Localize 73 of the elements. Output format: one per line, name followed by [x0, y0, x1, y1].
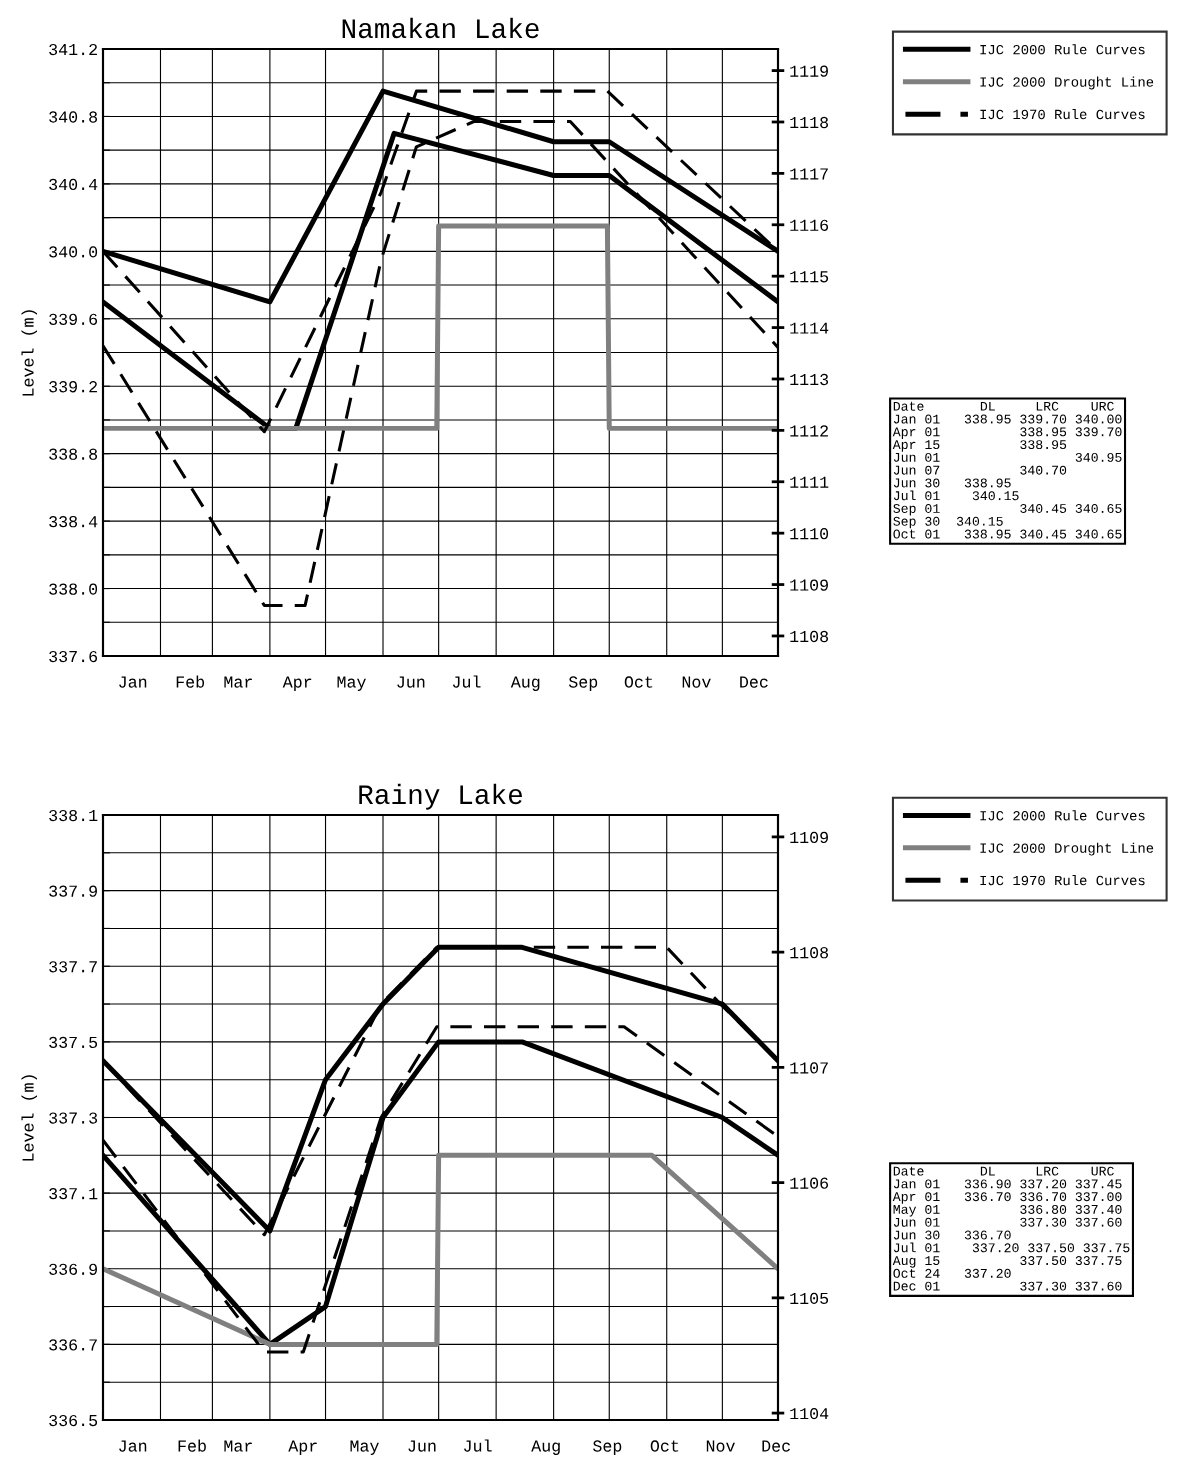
- y-tick-label: 339.6: [49, 313, 98, 325]
- x-tick-label: Nov: [706, 1440, 735, 1452]
- x-tick-label: Dec: [762, 1440, 790, 1452]
- y-tick-label: 337.6: [49, 650, 98, 663]
- y2-tick-label: 1109: [790, 579, 828, 591]
- y2-tick-label: 1116: [790, 219, 829, 231]
- x-tick-label: Aug: [531, 1440, 560, 1455]
- x-tick-label: Feb: [176, 675, 205, 688]
- y-tick-label: 336.5: [49, 1414, 98, 1427]
- y2-tick-label: 1108: [790, 630, 829, 643]
- x-tick-label: Jan: [119, 1440, 147, 1452]
- x-tick-label: Feb: [178, 1439, 206, 1452]
- x-tick-label: Oct: [624, 676, 653, 688]
- x-tick-label: Jan: [119, 676, 147, 688]
- y2-tick-label: 1111: [790, 476, 829, 488]
- x-tick-label: May: [350, 1440, 379, 1455]
- x-tick-label: Mar: [224, 676, 252, 688]
- x-tick-label: Apr: [288, 1440, 317, 1455]
- x-tick-label: Dec: [740, 676, 768, 688]
- y-tick-label: 338.0: [49, 583, 98, 595]
- x-tick-label: Jul: [464, 1439, 492, 1452]
- y-axis-title: Level (m): [21, 1075, 38, 1161]
- y2-tick-label: 1113: [790, 373, 829, 386]
- x-tick-label: Jun: [397, 676, 425, 688]
- y-tick-label: 337.1: [49, 1188, 98, 1200]
- y2-tick-label: 1118: [790, 116, 829, 129]
- y2-tick-label: 1119: [790, 65, 828, 77]
- legend-label: IJC 2000 Drought Line: [980, 76, 1154, 90]
- y-tick-label: 341.2: [49, 43, 97, 56]
- legend-label: IJC 2000 Rule Curves: [980, 810, 1145, 821]
- legend-label: IJC 2000 Rule Curves: [980, 44, 1145, 55]
- y2-tick-label: 1109: [790, 831, 828, 844]
- x-tick-label: Oct: [650, 1440, 679, 1452]
- y-tick-label: 338.4: [49, 516, 98, 528]
- legend-label: IJC 1970 Rule Curves: [980, 875, 1145, 886]
- legend-label: IJC 2000 Drought Line: [980, 842, 1154, 856]
- x-tick-label: Sep: [568, 676, 598, 691]
- y-tick-label: 338.1: [49, 809, 98, 822]
- y-tick-label: 336.7: [49, 1339, 97, 1351]
- y-tick-label: 340.4: [49, 178, 98, 191]
- x-tick-label: Nov: [682, 676, 711, 688]
- x-tick-label: Apr: [282, 676, 312, 691]
- y-tick-label: 340.0: [49, 246, 98, 258]
- y2-tick-label: 1114: [790, 322, 829, 334]
- y-tick-label: 340.8: [49, 111, 98, 123]
- legend-label: IJC 1970 Rule Curves: [980, 108, 1145, 120]
- y-tick-label: 338.8: [49, 448, 98, 460]
- y-tick-label: 337.5: [49, 1036, 98, 1049]
- chart-title: Namakan Lake: [342, 17, 539, 39]
- x-tick-label: Jul: [452, 675, 481, 688]
- text: Date DL LRC URC Jan 01 336.90 337.20 337.45 Apr 01 336.70 336.70 337.00 May 01 336.80 337.40 Jun 01 337.30 337.60 Jun 30 336.70 Jul 01 337.20 337.50 337.75 Aug 15 337.50 337.75 Oct 24 337.20 Dec 01 337.30 337.60: [892, 1166, 1130, 1291]
- x-tick-label: Mar: [224, 1440, 252, 1452]
- y2-tick-label: 1112: [790, 425, 828, 437]
- chart-title: Rainy Lake: [359, 783, 523, 810]
- y2-tick-label: 1104: [790, 1407, 829, 1420]
- x-tick-label: May: [337, 676, 366, 691]
- y-tick-label: 339.2: [49, 381, 97, 393]
- y2-tick-label: 1105: [790, 1292, 829, 1305]
- y-tick-label: 337.3: [49, 1112, 98, 1124]
- text: Date DL LRC URC Jan 01 338.95 339.70 340.00 Apr 01 338.95 339.70 Apr 15 338.95 Jun 01 340.95 Jun 07 340.70 Jun 30 338.95 Jul 01 340.15 Sep 01 340.45 340.65 Sep 30 340.15 Oct 01 338.95 340.45 340.65: [892, 401, 1122, 539]
- y-tick-label: 337.9: [49, 885, 97, 897]
- y2-tick-label: 1106: [790, 1177, 829, 1189]
- y2-tick-label: 1110: [790, 528, 829, 540]
- x-tick-label: Sep: [593, 1440, 622, 1455]
- y2-tick-label: 1107: [790, 1062, 828, 1074]
- x-tick-label: Aug: [510, 676, 540, 691]
- y-axis-title: Level (m): [21, 310, 38, 396]
- x-tick-label: Jun: [408, 1440, 436, 1452]
- y2-tick-label: 1117: [790, 168, 828, 180]
- y-tick-label: 337.7: [49, 961, 97, 973]
- y2-tick-label: 1108: [790, 947, 829, 959]
- y-tick-label: 336.9: [49, 1263, 97, 1275]
- y2-tick-label: 1115: [790, 271, 829, 283]
